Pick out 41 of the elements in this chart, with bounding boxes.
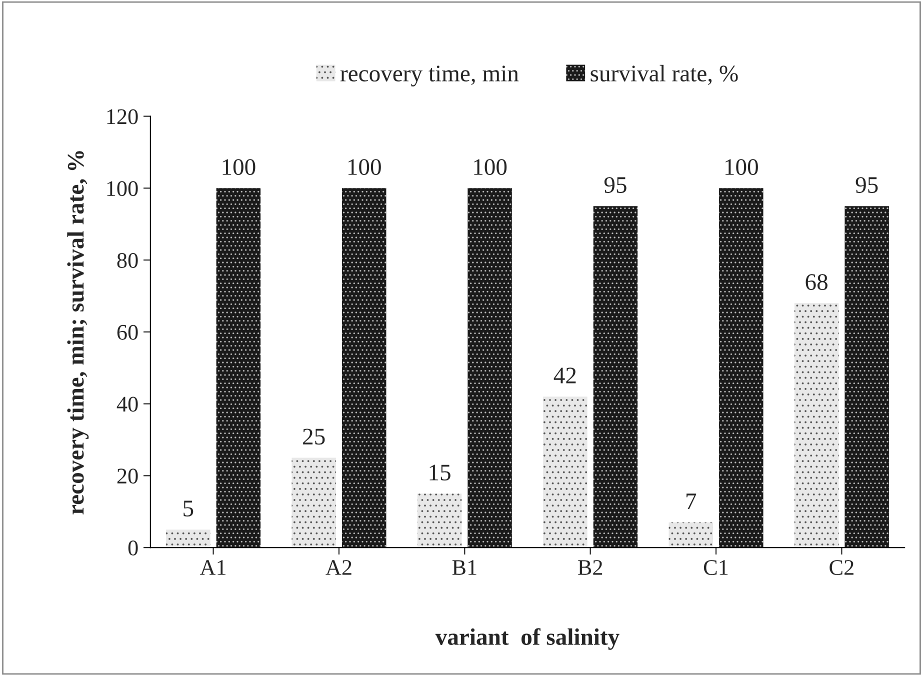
x-axis-title: variant of salinity (435, 628, 620, 650)
y-tick-label: 120 (107, 109, 138, 124)
data-label: 100 (726, 159, 758, 176)
x-tick-label: B1 (452, 560, 476, 575)
data-label: 95 (604, 177, 626, 193)
y-tick-label: 40 (116, 396, 138, 412)
bar (292, 458, 336, 548)
bar (468, 188, 512, 548)
bar (417, 494, 462, 548)
x-tick-label: C2 (830, 560, 854, 576)
bar (593, 206, 638, 548)
data-label: 15 (430, 464, 450, 481)
data-label: 100 (474, 159, 507, 176)
data-label: 5 (184, 500, 194, 516)
bar (166, 530, 210, 548)
y-tick-label: 0 (128, 540, 138, 556)
bar (719, 188, 764, 548)
y-tick-label: 20 (117, 468, 138, 484)
y-tick-label: 100 (107, 181, 138, 196)
legend-label: recovery time, min (340, 66, 519, 86)
y-tick-label: 80 (117, 252, 138, 268)
bar (216, 188, 261, 548)
data-label: 68 (806, 274, 828, 290)
data-label: 7 (686, 494, 696, 510)
y-axis-title: recovery time, min; survival rate, % (67, 151, 89, 514)
x-tick-label: C1 (704, 560, 728, 576)
data-label: 100 (348, 159, 381, 176)
data-label: 25 (303, 428, 325, 445)
bar (543, 396, 588, 548)
bar (668, 522, 713, 548)
data-label: 42 (554, 368, 576, 384)
data-label: 100 (222, 159, 256, 176)
y-tick-label: 60 (117, 324, 138, 340)
x-tick-label: A2 (326, 560, 352, 575)
data-label: 95 (856, 177, 878, 193)
legend-label: survival rate, % (590, 64, 738, 85)
x-tick-label: A1 (200, 560, 226, 575)
bar (844, 206, 889, 548)
bar (342, 188, 386, 548)
x-tick-label: B2 (578, 560, 602, 575)
bar (794, 303, 839, 548)
